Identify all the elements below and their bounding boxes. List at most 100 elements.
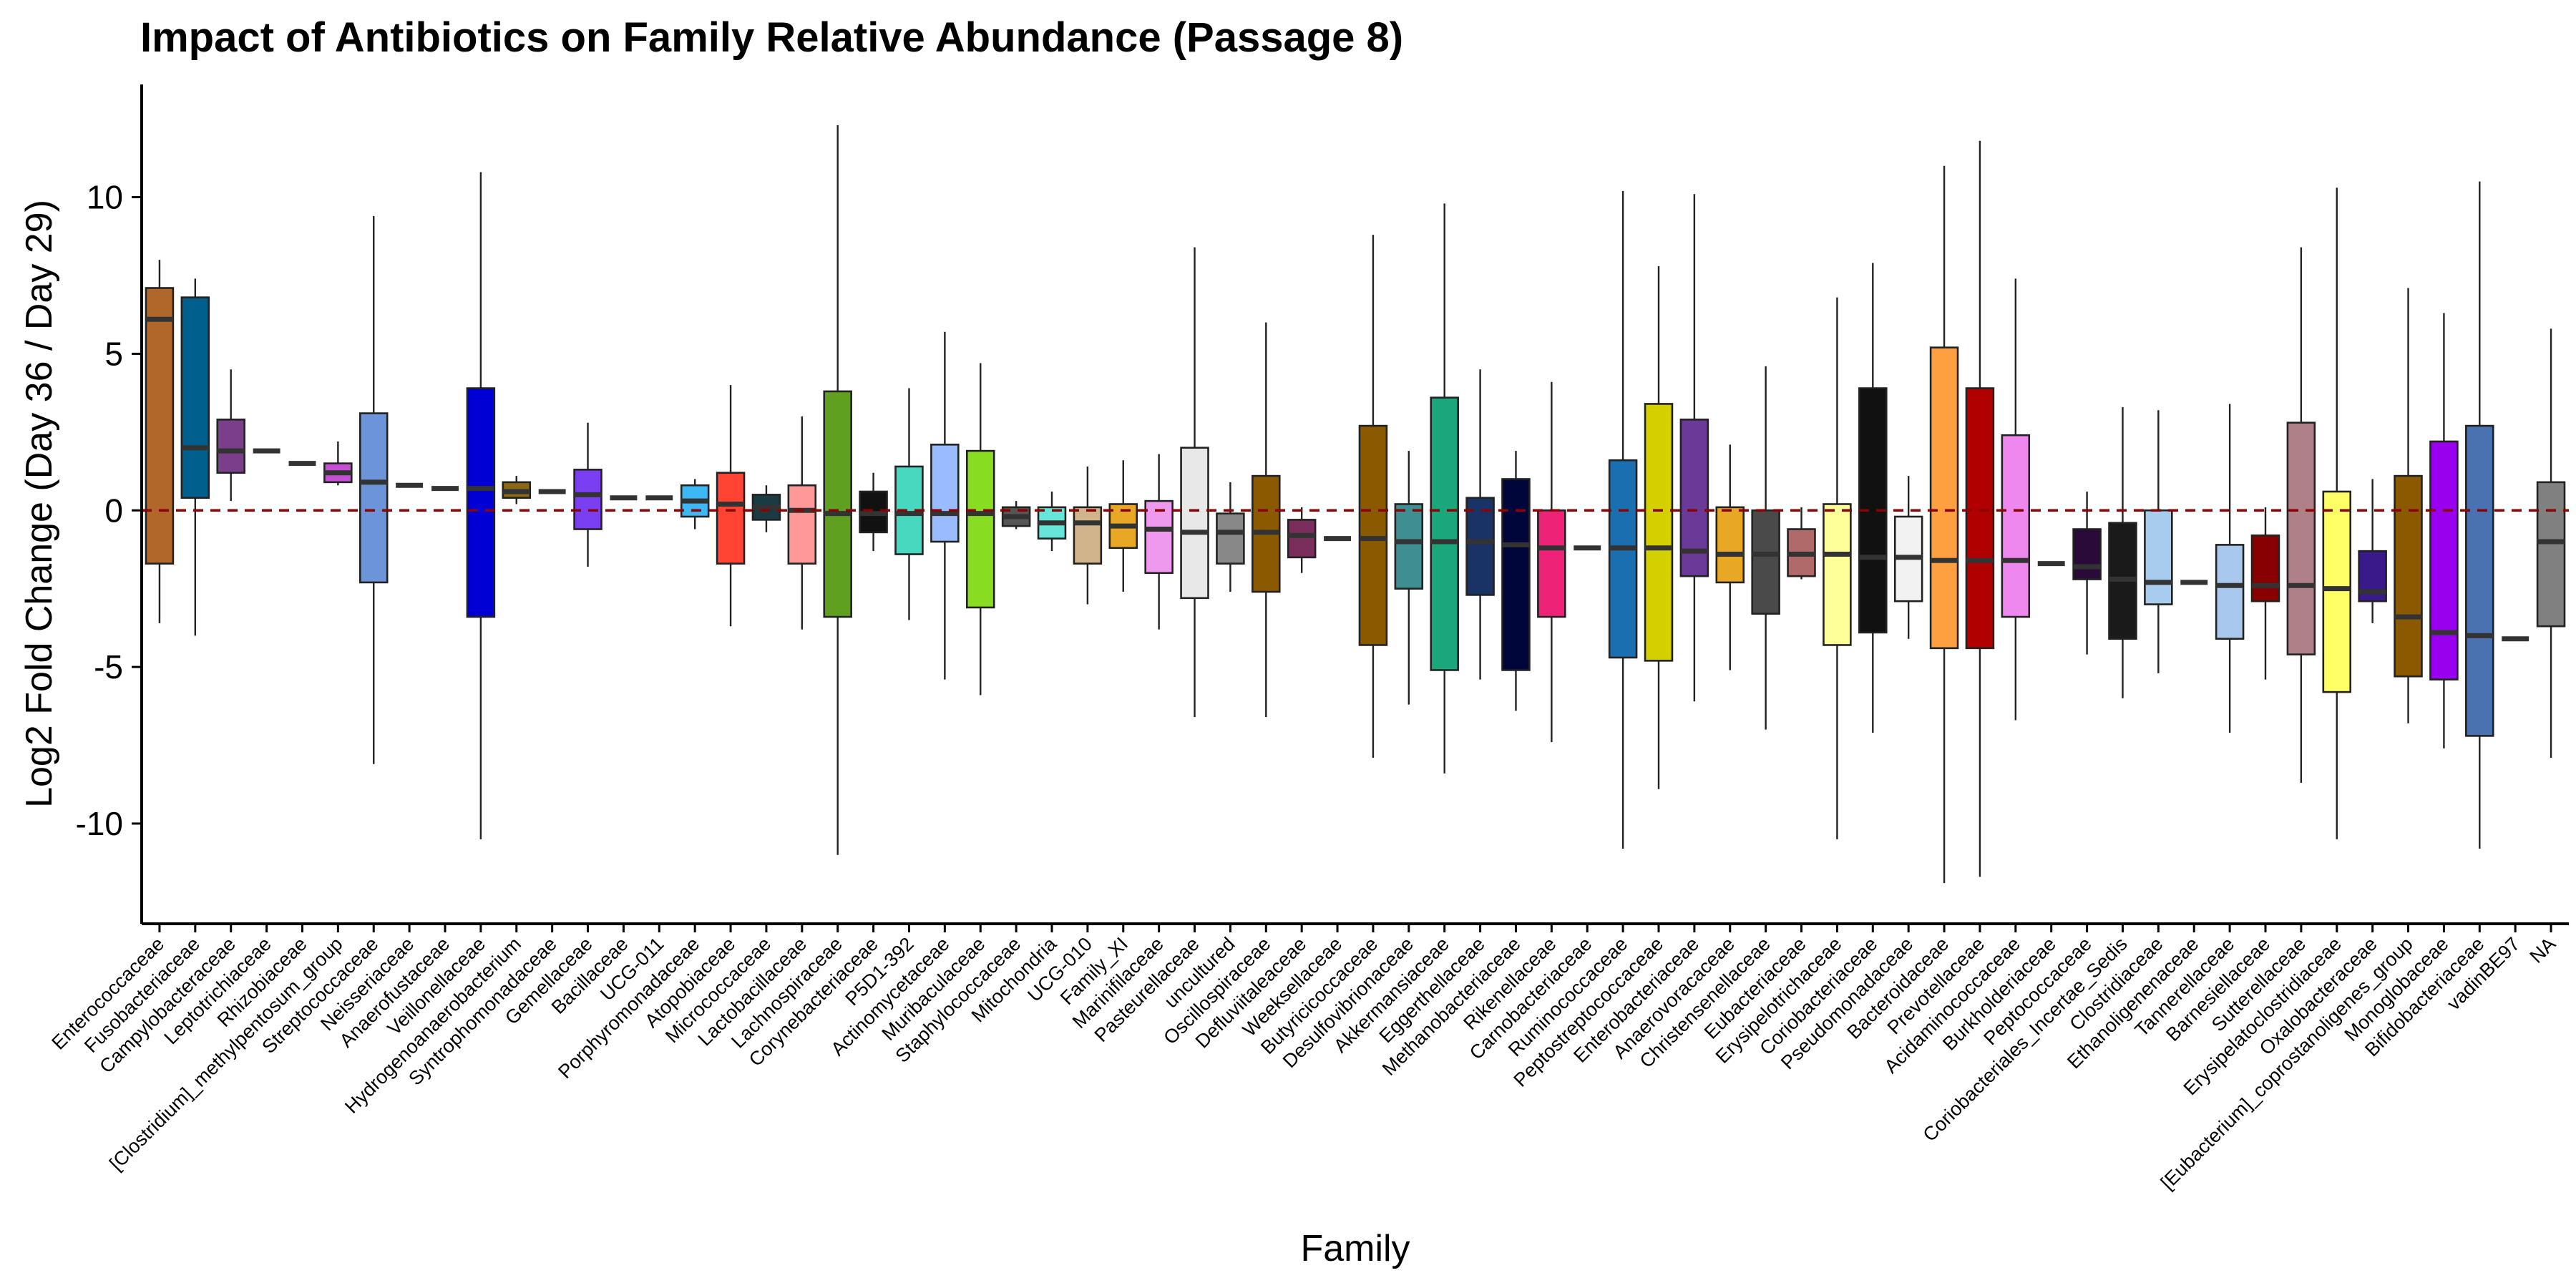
box-21 bbox=[894, 388, 924, 620]
box-1 bbox=[180, 278, 210, 636]
box-41 bbox=[1608, 190, 1638, 849]
box-0 bbox=[145, 260, 175, 623]
box-iqr bbox=[1180, 447, 1209, 600]
box-2 bbox=[216, 369, 245, 502]
box-25 bbox=[1037, 491, 1067, 552]
box-51 bbox=[1965, 140, 1995, 877]
box-50 bbox=[1929, 165, 1959, 884]
box-9 bbox=[466, 172, 496, 839]
box-iqr bbox=[1644, 403, 1674, 662]
y-tick-label: 0 bbox=[104, 492, 123, 529]
box-iqr bbox=[2144, 509, 2173, 605]
plot-area bbox=[142, 125, 2569, 884]
box-iqr bbox=[965, 449, 995, 609]
box-59 bbox=[2250, 507, 2280, 680]
box-iqr bbox=[2394, 474, 2423, 678]
box-iqr bbox=[1394, 503, 1424, 590]
box-18 bbox=[787, 416, 817, 630]
box-56 bbox=[2144, 410, 2173, 673]
box-37 bbox=[1465, 369, 1495, 680]
box-36 bbox=[1430, 203, 1459, 774]
box-43 bbox=[1679, 194, 1709, 702]
box-29 bbox=[1180, 247, 1209, 718]
box-26 bbox=[1073, 466, 1103, 605]
box-iqr bbox=[1751, 509, 1780, 615]
box-iqr bbox=[2072, 528, 2102, 580]
box-5 bbox=[323, 441, 353, 486]
box-35 bbox=[1394, 451, 1424, 705]
box-38 bbox=[1501, 451, 1531, 711]
box-iqr bbox=[1608, 459, 1638, 659]
box-58 bbox=[2215, 404, 2245, 733]
x-axis-title: Family bbox=[1300, 1228, 1410, 1269]
box-iqr bbox=[2465, 424, 2494, 737]
box-iqr bbox=[2536, 481, 2566, 628]
box-16 bbox=[716, 385, 746, 627]
box-34 bbox=[1358, 235, 1388, 758]
box-iqr bbox=[2250, 534, 2280, 602]
box-iqr bbox=[2286, 421, 2316, 655]
box-61 bbox=[2322, 187, 2352, 839]
box-iqr bbox=[1144, 499, 1174, 575]
y-axis-title: Log2 Fold Change (Day 36 / Day 29) bbox=[19, 200, 60, 808]
box-iqr bbox=[1715, 506, 1745, 584]
box-55 bbox=[2108, 406, 2137, 698]
box-31 bbox=[1252, 322, 1281, 718]
box-iqr bbox=[1073, 506, 1103, 565]
box-46 bbox=[1787, 507, 1816, 580]
box-19 bbox=[823, 125, 852, 855]
box-28 bbox=[1144, 454, 1174, 630]
box-iqr bbox=[573, 469, 602, 530]
box-15 bbox=[680, 479, 710, 530]
box-iqr bbox=[1537, 509, 1566, 618]
y-tick-label: 5 bbox=[104, 335, 123, 372]
box-27 bbox=[1108, 460, 1138, 592]
box-39 bbox=[1537, 381, 1566, 743]
box-iqr bbox=[466, 387, 496, 618]
box-44 bbox=[1715, 444, 1745, 670]
box-iqr bbox=[1965, 387, 1995, 650]
box-6 bbox=[358, 215, 389, 764]
box-iqr bbox=[787, 484, 817, 565]
x-tick-label: NA bbox=[2526, 933, 2560, 967]
box-iqr bbox=[145, 287, 175, 565]
box-23 bbox=[965, 363, 995, 696]
box-64 bbox=[2429, 313, 2459, 748]
box-20 bbox=[859, 472, 888, 552]
box-67 bbox=[2536, 328, 2566, 758]
y-tick-label: -5 bbox=[94, 648, 123, 686]
box-iqr bbox=[180, 296, 210, 499]
box-17 bbox=[751, 485, 781, 532]
box-60 bbox=[2286, 247, 2316, 784]
box-45 bbox=[1751, 366, 1780, 730]
box-30 bbox=[1216, 482, 1245, 592]
box-iqr bbox=[358, 412, 389, 584]
box-62 bbox=[2358, 479, 2387, 623]
box-48 bbox=[1858, 263, 1888, 733]
y-tick-label: -10 bbox=[76, 805, 123, 842]
box-10 bbox=[502, 476, 532, 504]
box-iqr bbox=[1287, 519, 1317, 559]
chart-title: Impact of Antibiotics on Family Relative… bbox=[140, 14, 1403, 61]
box-iqr bbox=[1358, 424, 1388, 646]
box-12 bbox=[573, 422, 602, 567]
box-iqr bbox=[1430, 396, 1459, 671]
box-24 bbox=[1001, 501, 1031, 530]
box-49 bbox=[1893, 476, 1923, 639]
x-axis-ticks: EnterococcaceaeFusobacteriaceaeCampyloba… bbox=[47, 924, 2560, 1194]
box-iqr bbox=[930, 444, 960, 543]
box-iqr bbox=[1216, 512, 1245, 565]
box-iqr bbox=[1823, 503, 1852, 646]
box-iqr bbox=[823, 390, 852, 618]
y-tick-label: 10 bbox=[87, 179, 123, 216]
box-65 bbox=[2465, 181, 2494, 849]
box-iqr bbox=[1501, 478, 1531, 671]
box-47 bbox=[1823, 297, 1852, 839]
y-axis-ticks: -10 -5 0 5 10 bbox=[76, 179, 142, 842]
box-63 bbox=[2394, 288, 2423, 723]
box-iqr bbox=[1929, 346, 1959, 650]
box-iqr bbox=[2001, 434, 2031, 618]
box-iqr bbox=[716, 472, 746, 565]
box-22 bbox=[930, 331, 960, 680]
box-iqr bbox=[2215, 544, 2245, 640]
